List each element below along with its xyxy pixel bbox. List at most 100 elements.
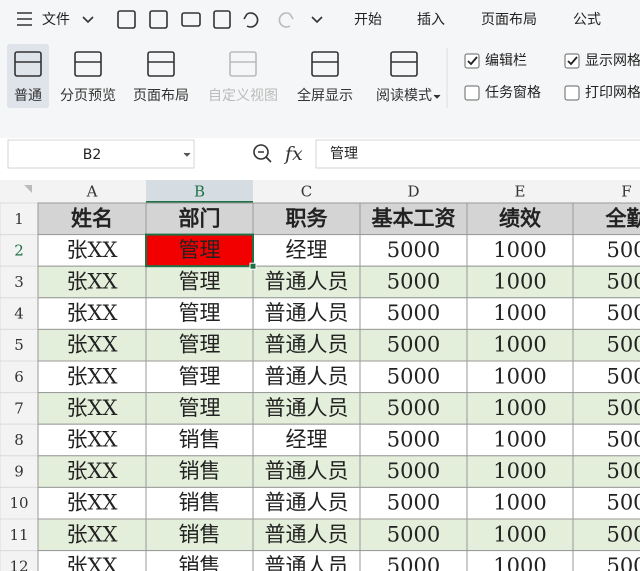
row-number[interactable]: 2 bbox=[14, 241, 24, 259]
row-number[interactable]: 1 bbox=[14, 210, 24, 228]
cell[interactable] bbox=[37, 360, 147, 394]
row-number[interactable]: 10 bbox=[9, 494, 28, 512]
cell[interactable] bbox=[466, 486, 574, 520]
zoom-icon[interactable] bbox=[253, 144, 269, 160]
column-header[interactable]: F bbox=[621, 183, 631, 201]
cell[interactable] bbox=[572, 202, 640, 236]
toolbar-button[interactable]: 分页预览 bbox=[60, 88, 116, 104]
button-icon[interactable] bbox=[74, 51, 102, 77]
row-number[interactable]: 9 bbox=[14, 463, 24, 481]
column-header[interactable]: B bbox=[194, 183, 205, 201]
button-icon[interactable] bbox=[14, 51, 42, 77]
cell[interactable] bbox=[572, 360, 640, 394]
checkbox[interactable] bbox=[464, 53, 480, 69]
button-icon[interactable] bbox=[390, 51, 418, 77]
row-number[interactable]: 7 bbox=[14, 399, 24, 417]
export-icon[interactable] bbox=[149, 10, 168, 29]
checkbox-label[interactable]: 显示网格 bbox=[585, 53, 640, 69]
cell[interactable] bbox=[145, 423, 254, 457]
toolbar-button[interactable]: 全屏显示 bbox=[297, 87, 353, 104]
cell[interactable] bbox=[572, 423, 640, 457]
checkbox-label[interactable]: 任务窗格 bbox=[485, 84, 541, 101]
cell[interactable] bbox=[359, 265, 468, 299]
cell[interactable] bbox=[145, 328, 254, 362]
column-header[interactable]: C bbox=[301, 183, 312, 201]
file-menu[interactable]: 文件 bbox=[42, 12, 70, 28]
print-icon[interactable] bbox=[181, 12, 201, 27]
cell[interactable] bbox=[466, 202, 574, 236]
column-header[interactable]: D bbox=[407, 183, 419, 201]
cell[interactable] bbox=[37, 234, 147, 267]
cell[interactable] bbox=[145, 360, 254, 394]
cell[interactable] bbox=[359, 455, 468, 488]
cell[interactable] bbox=[466, 392, 574, 425]
column-header[interactable]: E bbox=[515, 183, 526, 201]
menu-button[interactable]: 文件 bbox=[17, 12, 94, 28]
redo-icon[interactable] bbox=[278, 12, 294, 28]
menu-tab[interactable]: 开始 bbox=[354, 12, 382, 28]
cell[interactable] bbox=[145, 202, 254, 236]
cell[interactable] bbox=[466, 265, 574, 299]
toolbar-button[interactable]: 普通 bbox=[14, 88, 42, 104]
row-number[interactable]: 8 bbox=[14, 431, 24, 449]
button-icon[interactable] bbox=[311, 51, 339, 77]
cell[interactable] bbox=[466, 518, 574, 552]
cell[interactable] bbox=[37, 392, 147, 425]
cell[interactable] bbox=[37, 455, 147, 488]
row-number[interactable]: 6 bbox=[14, 368, 24, 386]
cell[interactable] bbox=[572, 297, 640, 330]
cell[interactable] bbox=[252, 360, 361, 394]
cell[interactable] bbox=[572, 455, 640, 488]
name-box[interactable] bbox=[7, 139, 195, 169]
cell[interactable] bbox=[252, 265, 361, 299]
undo-icon[interactable] bbox=[243, 12, 259, 28]
fill-handle[interactable] bbox=[249, 262, 257, 270]
cell[interactable] bbox=[572, 234, 640, 267]
toolbar-button[interactable]: 阅读模式 bbox=[376, 87, 432, 104]
cell[interactable] bbox=[37, 297, 147, 330]
menu-tab[interactable]: 插入 bbox=[417, 12, 445, 28]
fx-label[interactable]: fx bbox=[283, 143, 303, 165]
checkbox-label[interactable]: 打印网格 bbox=[585, 84, 640, 101]
cell[interactable] bbox=[37, 486, 147, 520]
cell[interactable] bbox=[145, 486, 254, 520]
cell[interactable] bbox=[37, 518, 147, 552]
more-icon[interactable] bbox=[311, 16, 323, 24]
cell[interactable] bbox=[37, 328, 147, 362]
toolbar-button[interactable]: 页面布局 bbox=[133, 88, 189, 104]
save-icon[interactable] bbox=[117, 10, 136, 29]
cell[interactable] bbox=[466, 328, 574, 362]
cell[interactable] bbox=[145, 265, 254, 299]
cell[interactable] bbox=[572, 265, 640, 299]
cell[interactable] bbox=[466, 297, 574, 330]
checkbox[interactable] bbox=[464, 85, 480, 101]
toolbar-button[interactable]: 自定义视图 bbox=[208, 88, 278, 104]
cell[interactable] bbox=[37, 423, 147, 457]
row-number[interactable]: 4 bbox=[14, 305, 24, 323]
cell[interactable] bbox=[359, 518, 468, 552]
checkbox[interactable] bbox=[564, 85, 580, 101]
row-number[interactable]: 12 bbox=[9, 557, 28, 571]
column-header[interactable]: A bbox=[86, 183, 98, 201]
cell[interactable] bbox=[572, 392, 640, 425]
cell[interactable] bbox=[466, 455, 574, 488]
cell[interactable] bbox=[145, 297, 254, 330]
cell[interactable] bbox=[145, 392, 254, 425]
button-icon[interactable] bbox=[147, 51, 175, 77]
cell[interactable] bbox=[572, 486, 640, 520]
row-number[interactable]: 11 bbox=[9, 526, 28, 544]
cell[interactable] bbox=[466, 360, 574, 394]
cell[interactable] bbox=[572, 550, 640, 571]
cell[interactable] bbox=[359, 234, 468, 267]
cell[interactable] bbox=[359, 392, 468, 425]
cell[interactable] bbox=[252, 202, 361, 236]
cell[interactable] bbox=[359, 202, 468, 236]
preview-icon[interactable] bbox=[213, 10, 231, 29]
cell[interactable] bbox=[145, 234, 254, 267]
checkbox[interactable] bbox=[564, 53, 580, 69]
cell[interactable] bbox=[359, 328, 468, 362]
row-number[interactable]: 3 bbox=[14, 273, 24, 291]
menu-tab[interactable]: 页面布局 bbox=[481, 12, 537, 28]
cell[interactable] bbox=[359, 423, 468, 457]
cell[interactable] bbox=[572, 518, 640, 552]
